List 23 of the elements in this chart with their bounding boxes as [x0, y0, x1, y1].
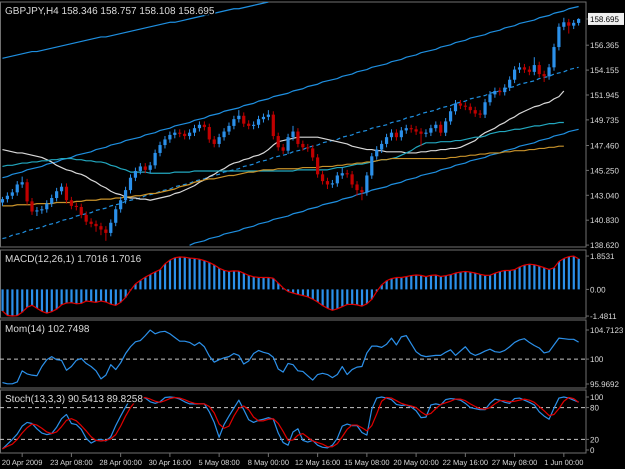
y-tick-label: 138.620: [590, 241, 620, 250]
y-tick-label: 0.00: [590, 285, 606, 294]
y-tick-label: 1.8531: [590, 252, 616, 262]
y-tick-label: 100: [590, 392, 604, 402]
y-tick-label: 140.830: [590, 216, 620, 226]
y-tick-label: 20: [590, 435, 600, 444]
y-tick-label: 104.7123: [590, 326, 624, 335]
y-tick-label: 0: [590, 446, 595, 455]
y-tick-label: 147.460: [590, 142, 620, 151]
chart-title: Mom(14) 102.7498: [5, 324, 90, 335]
y-tick-label: 154.155: [590, 66, 620, 76]
y-tick-label: 100: [590, 355, 604, 364]
y-tick-label: 158.695: [590, 14, 620, 24]
y-tick-label: 156.365: [590, 41, 620, 50]
y-tick-label: 80: [590, 404, 600, 413]
chart-title: MACD(12,26,1) 1.7016 1.7016: [5, 254, 142, 265]
y-tick-label: 149.735: [590, 116, 620, 125]
chart-title: GBPJPY,H4 158.346 158.757 158.108 158.695: [5, 6, 215, 17]
y-tick-label: 151.945: [590, 90, 620, 100]
y-tick-label: 95.9692: [590, 380, 620, 389]
y-tick-label: -1.4811: [590, 312, 618, 322]
y-tick-label: 145.250: [590, 166, 620, 176]
y-tick-label: 143.040: [590, 191, 620, 200]
